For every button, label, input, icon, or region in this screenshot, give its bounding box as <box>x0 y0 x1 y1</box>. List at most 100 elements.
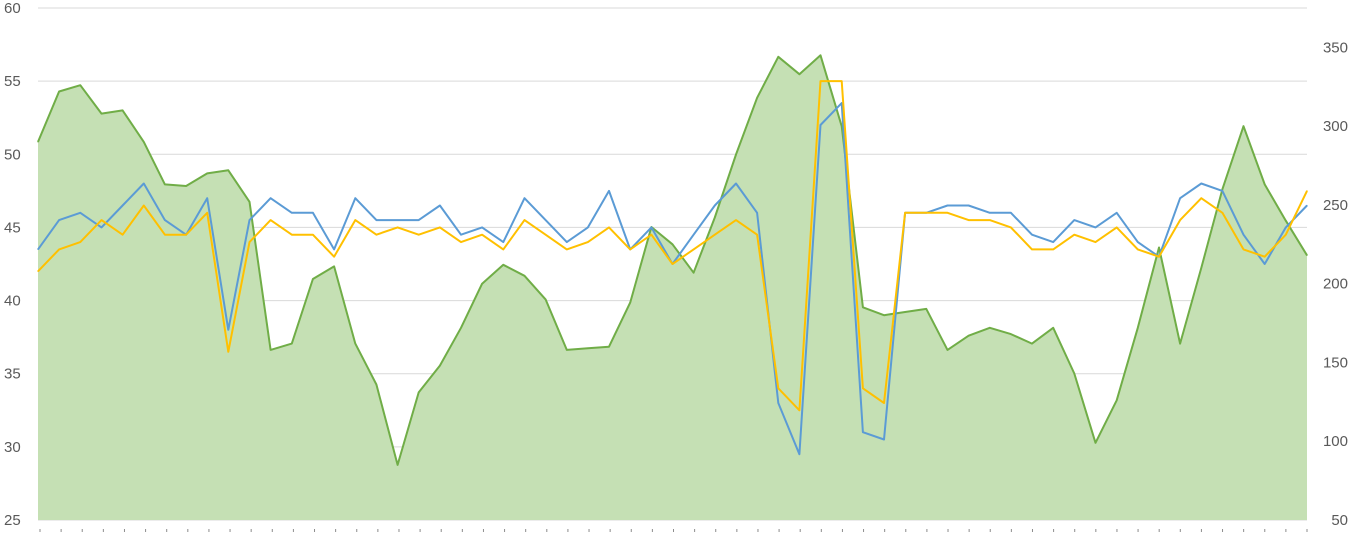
line-series-group <box>37 80 1308 456</box>
line-point <box>777 402 779 404</box>
area-point <box>418 391 420 393</box>
area-point <box>1221 188 1223 190</box>
line-point <box>418 219 420 221</box>
line-point <box>608 190 610 192</box>
line-point <box>883 402 885 404</box>
line-point <box>1221 190 1223 192</box>
line-point <box>1031 248 1033 250</box>
line-point <box>756 212 758 214</box>
line-point <box>587 241 589 243</box>
area-fill <box>38 55 1307 521</box>
area-point <box>608 346 610 348</box>
line-point <box>608 226 610 229</box>
line-point <box>1137 248 1139 250</box>
line-point <box>185 234 187 236</box>
line-point <box>735 182 737 185</box>
y-left-tick-label: 55 <box>4 73 21 90</box>
line-point <box>523 197 526 199</box>
area-point <box>1137 327 1139 329</box>
line-point <box>693 234 695 236</box>
area-point <box>439 365 441 367</box>
line-point <box>481 234 483 236</box>
area-point <box>185 185 187 187</box>
area-point <box>714 216 716 219</box>
area-point <box>841 125 843 127</box>
area-point <box>968 335 970 337</box>
y-right-tick-label: 300 <box>1323 118 1348 135</box>
line-point <box>841 102 843 104</box>
area-point <box>777 56 779 58</box>
area-point <box>1094 442 1097 444</box>
line-point <box>1116 226 1118 229</box>
y-left-tick-label: 25 <box>4 512 21 529</box>
line-point <box>1073 219 1075 221</box>
line-point <box>248 241 251 243</box>
line-point <box>587 226 589 229</box>
line-point <box>523 219 526 221</box>
y-right-tick-label: 350 <box>1323 39 1348 56</box>
line-point <box>946 204 949 207</box>
area-point <box>122 109 124 111</box>
y-right-tick-label: 100 <box>1323 433 1348 450</box>
line-point <box>545 234 547 236</box>
line-point <box>841 80 843 82</box>
line-point <box>375 234 377 236</box>
line-point <box>1031 234 1033 236</box>
line-point <box>164 234 166 236</box>
area-point <box>545 298 547 301</box>
area-point <box>100 112 103 115</box>
area-point <box>904 311 906 313</box>
line-point <box>333 248 335 250</box>
line-point <box>291 212 293 214</box>
line-point <box>37 248 39 250</box>
area-point <box>629 301 631 304</box>
line-point <box>693 248 695 250</box>
line-point <box>270 197 272 199</box>
area-point <box>1242 125 1245 127</box>
line-point <box>396 226 399 229</box>
line-point <box>206 212 208 214</box>
y-left-tick-label: 50 <box>4 146 21 163</box>
line-point <box>756 234 758 236</box>
area-point <box>248 201 251 203</box>
line-point <box>375 219 377 221</box>
line-point <box>354 219 356 221</box>
line-point <box>248 219 251 221</box>
line-point <box>143 204 145 207</box>
area-point <box>375 383 377 386</box>
area-point <box>1264 183 1266 186</box>
area-point <box>58 90 60 93</box>
line-point <box>883 438 885 441</box>
line-point <box>1094 226 1097 229</box>
line-point <box>862 387 864 389</box>
area-point <box>206 172 208 175</box>
line-point <box>439 204 441 207</box>
line-point <box>925 212 927 214</box>
area-point <box>333 265 335 267</box>
line-point <box>122 234 124 236</box>
line-point <box>1179 219 1181 221</box>
line-point <box>989 219 991 221</box>
area-point <box>735 153 737 156</box>
line-point <box>1242 234 1245 236</box>
area-point <box>566 349 568 351</box>
line-point <box>396 219 399 221</box>
line-point <box>819 80 822 82</box>
y-left-tick-label: 30 <box>4 439 21 456</box>
line-point <box>1200 182 1202 185</box>
line-point <box>1010 212 1012 214</box>
area-point <box>227 169 229 171</box>
line-point <box>1094 241 1097 243</box>
area-point <box>1010 333 1012 335</box>
line-point <box>566 248 568 250</box>
line-point <box>862 431 864 433</box>
line-point <box>714 204 716 207</box>
line-point <box>1264 263 1266 265</box>
line-point <box>206 197 208 199</box>
line-point <box>904 212 906 214</box>
line-point <box>502 241 504 243</box>
y-right-tick-label: 250 <box>1323 197 1348 214</box>
line-point <box>1285 234 1287 236</box>
line-point <box>819 124 822 126</box>
line-point <box>566 241 568 243</box>
